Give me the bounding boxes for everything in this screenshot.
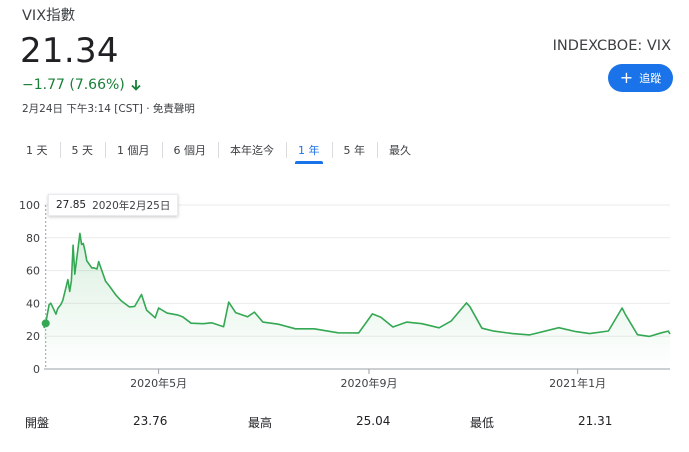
range-tab-0[interactable]: 1 天 — [26, 144, 48, 157]
high-value: 25.04 — [356, 414, 391, 428]
stats-row: 開盤 23.76 最高 25.04 最低 21.31 — [0, 414, 689, 434]
chart-tooltip: 27.85 2020年2月25日 — [48, 194, 179, 216]
chart-svg: 0 20 40 60 80 100 2020年5月 2020年9月 2021年1月 — [19, 199, 671, 390]
current-price: 21.34 — [20, 31, 119, 71]
range-tab-1[interactable]: 5 天 — [59, 138, 106, 162]
chart-area — [44, 233, 670, 369]
y-tick-label-40: 40 — [26, 297, 40, 310]
tooltip-date: 2020年2月25日 — [92, 199, 171, 212]
y-tick-label-80: 80 — [26, 232, 40, 245]
range-tab-6[interactable]: 5 年 — [331, 138, 378, 162]
y-tick-label-100: 100 — [19, 199, 40, 212]
range-tab-5[interactable]: 1 年 — [286, 138, 332, 164]
range-tab-2[interactable]: 1 個月 — [105, 138, 162, 162]
tooltip-value: 27.85 — [56, 199, 87, 211]
x-tick-label-1: 2020年9月 — [340, 376, 397, 390]
price-change-text: −1.77 (7.66%) — [22, 77, 125, 93]
y-tick-label-0: 0 — [33, 363, 40, 376]
range-tab-3[interactable]: 6 個月 — [161, 138, 219, 162]
arrow-down-icon — [131, 80, 141, 91]
page-title: VIX指數 — [22, 8, 76, 24]
price-change: −1.77 (7.66%) — [22, 77, 143, 93]
y-tick-label-20: 20 — [26, 330, 40, 343]
range-tab-7[interactable]: 最久 — [377, 138, 423, 162]
open-label: 開盤 — [25, 416, 50, 430]
low-value: 21.31 — [578, 414, 613, 428]
high-label: 最高 — [248, 416, 273, 430]
x-tick-label-2: 2021年1月 — [549, 376, 606, 390]
range-tab-4[interactable]: 本年迄今 — [218, 138, 286, 162]
follow-label: 追蹤 — [639, 72, 662, 85]
x-tick-label-0: 2020年5月 — [130, 376, 187, 390]
chart-line — [43, 232, 671, 338]
y-tick-label-60: 60 — [26, 265, 40, 278]
hover-point — [41, 319, 50, 328]
low-label: 最低 — [470, 416, 495, 430]
timestamp: 2月24日 下午3:14 [CST] · 免責聲明 — [22, 103, 195, 115]
open-value: 23.76 — [133, 414, 168, 428]
plus-icon: + — [619, 67, 634, 87]
price-chart[interactable]: 0 20 40 60 80 100 2020年5月 2020年9月 2021年1月 — [0, 180, 689, 400]
follow-button[interactable]: + 追蹤 — [608, 64, 673, 92]
exchange-symbol: INDEXCBOE: VIX — [552, 38, 671, 54]
